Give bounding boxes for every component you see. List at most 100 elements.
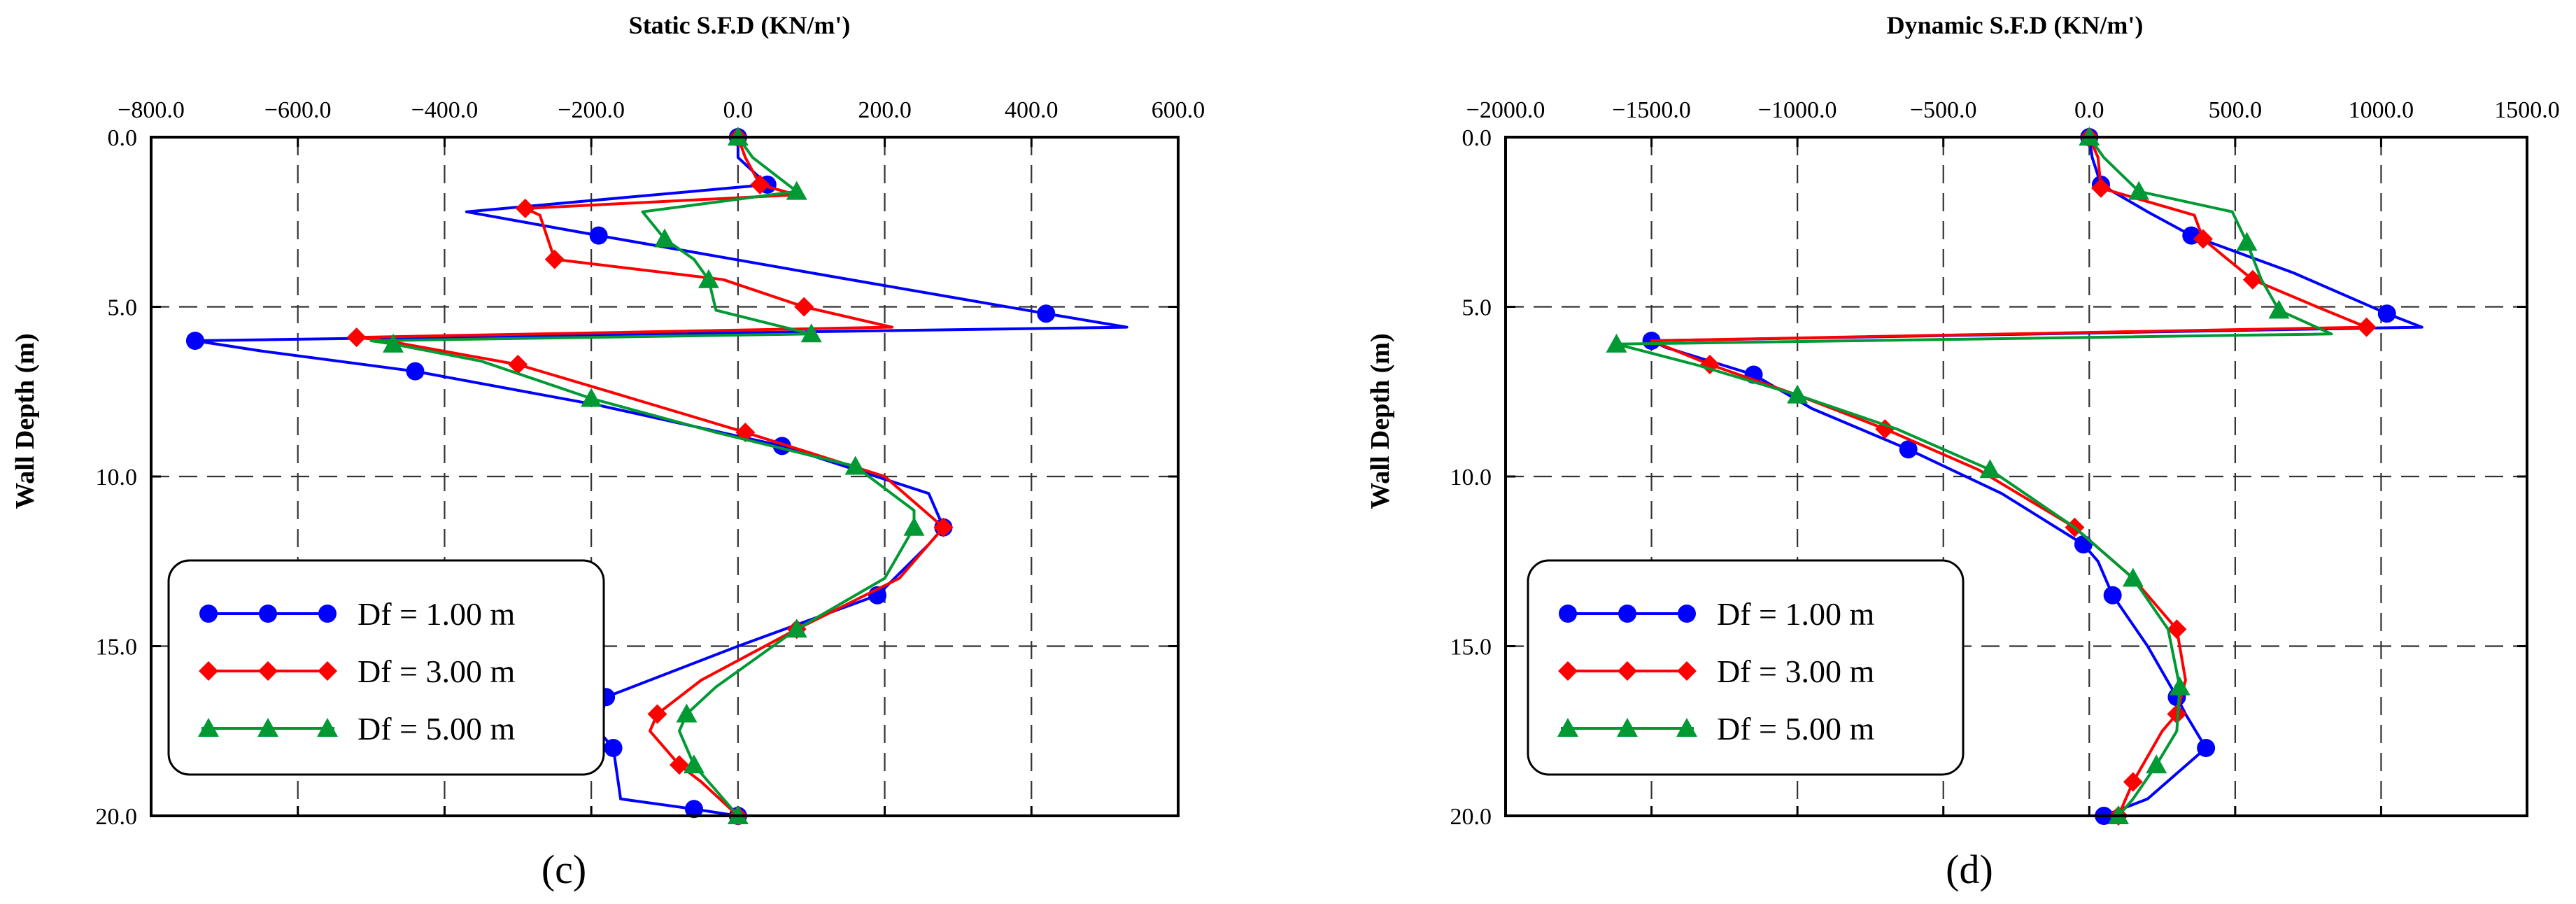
y-tick-label: 5.0 — [1462, 295, 1492, 321]
x-tick-label: −2000.0 — [1466, 97, 1545, 123]
data-point — [1606, 333, 1627, 353]
legend-entry: Df = 5.00 m — [198, 711, 515, 747]
data-point — [1037, 304, 1056, 323]
data-point — [2356, 317, 2377, 337]
axis-ticks: −2000.0 −1500.0 −1000.0 −500.0 0.0 500.0 1000.… — [1450, 97, 2560, 830]
data-point — [589, 226, 608, 245]
data-point — [604, 739, 623, 757]
legend-marker — [1618, 605, 1636, 623]
y-tick-label: 10.0 — [96, 465, 138, 490]
series-line — [1650, 136, 2368, 817]
legend: Df = 1.00 m Df = 3.00 m Df = 5.00 m — [167, 559, 605, 776]
data-point — [684, 800, 703, 819]
legend: Df = 1.00 m Df = 3.00 m Df = 5.00 m — [1527, 559, 1965, 776]
legend-marker — [318, 605, 337, 623]
legend-marker — [259, 605, 277, 623]
legend-label: Df = 3.00 m — [1717, 654, 1874, 689]
data-point — [544, 249, 565, 269]
data-point — [903, 516, 925, 536]
x-tick-label: 1500.0 — [2494, 97, 2560, 123]
data-point — [844, 455, 866, 475]
data-point — [515, 198, 535, 218]
x-tick-label: −600.0 — [264, 97, 332, 123]
data-point — [2122, 567, 2144, 587]
x-tick-label: −200.0 — [558, 97, 625, 123]
data-point — [786, 181, 807, 200]
y-axis-label: Wall Depth (m) — [1366, 333, 1395, 509]
data-point — [2074, 535, 2093, 553]
x-tick-label: 600.0 — [1152, 97, 1205, 123]
x-tick-label: −1000.0 — [1758, 97, 1837, 123]
data-point — [698, 269, 719, 288]
legend-marker — [1558, 661, 1578, 681]
legend-entry: Df = 1.00 m — [199, 596, 515, 632]
y-tick-label: 0.0 — [108, 125, 138, 151]
data-point — [750, 174, 770, 195]
x-tick-label: −500.0 — [1910, 97, 1977, 123]
data-point — [2128, 181, 2150, 200]
data-point — [1979, 459, 2001, 479]
data-point — [2090, 178, 2111, 198]
data-point — [933, 517, 954, 537]
legend-marker — [1618, 661, 1637, 681]
x-tick-label: −1500.0 — [1612, 97, 1691, 123]
y-tick-label: 20.0 — [96, 804, 138, 830]
y-tick-label: 15.0 — [1450, 635, 1492, 661]
legend-marker — [199, 661, 218, 681]
x-tick-label: 0.0 — [723, 97, 753, 123]
data-point — [383, 333, 404, 353]
legend-marker — [199, 605, 218, 623]
legend-entry: Df = 1.00 m — [1559, 596, 1874, 632]
data-point — [2169, 676, 2191, 695]
data-point — [647, 704, 667, 724]
data-point — [508, 354, 528, 374]
legend-marker — [258, 661, 278, 681]
legend-marker — [1559, 605, 1577, 623]
data-point — [406, 362, 425, 381]
y-tick-label: 0.0 — [1462, 125, 1492, 151]
x-tick-label: 1000.0 — [2349, 97, 2414, 123]
plot-frame — [150, 136, 1180, 817]
data-point — [2242, 269, 2263, 290]
data-point — [669, 755, 689, 775]
data-point — [683, 754, 705, 774]
data-point — [2236, 232, 2258, 251]
x-tick-label: −800.0 — [118, 97, 185, 123]
plot-frame — [1504, 136, 2528, 817]
y-tick-label: 20.0 — [1450, 804, 1492, 830]
x-tick-label: 400.0 — [1005, 97, 1059, 123]
y-axis-label: Wall Depth (m) — [10, 333, 40, 509]
data-point — [654, 228, 675, 248]
data-point — [346, 327, 367, 348]
legend-marker — [198, 718, 219, 737]
legend-entry: Df = 3.00 m — [199, 654, 515, 689]
chart-title: Dynamic S.F.D (KN/m') — [1887, 11, 2144, 39]
series-line — [369, 136, 916, 817]
data-point — [786, 619, 807, 638]
data-point — [1899, 440, 1918, 459]
data-point — [2167, 619, 2187, 640]
panel-label: (c) — [542, 847, 586, 892]
legend-label: Df = 3.00 m — [358, 654, 515, 689]
legend-marker — [1678, 605, 1696, 623]
legend-marker — [1676, 718, 1697, 737]
data-point — [185, 332, 204, 350]
x-tick-label: 0.0 — [2074, 97, 2104, 123]
dynamic-sfd-chart: Dynamic S.F.D (KN/m') Wall Depth (m) (d)… — [1366, 11, 2560, 892]
static-sfd-chart: Static S.F.D (KN/m') Wall Depth (m) (c) … — [10, 11, 1205, 892]
chart-title: Static S.F.D (KN/m') — [629, 11, 851, 39]
data-point — [2123, 772, 2143, 792]
x-tick-label: 500.0 — [2209, 97, 2263, 123]
panel-label: (d) — [1946, 847, 1993, 892]
data-point — [1787, 384, 1809, 404]
legend-marker — [1677, 661, 1697, 681]
legend-marker — [318, 661, 337, 681]
legend-label: Df = 1.00 m — [358, 596, 515, 632]
legend-label: Df = 5.00 m — [358, 711, 515, 747]
legend-entry: Df = 5.00 m — [1557, 711, 1874, 747]
data-point — [2197, 739, 2216, 757]
data-point — [2377, 304, 2396, 323]
data-point — [2103, 586, 2122, 605]
legend-label: Df = 5.00 m — [1717, 711, 1874, 747]
